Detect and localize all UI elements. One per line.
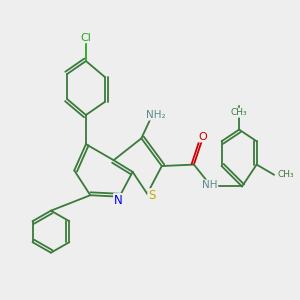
Text: S: S	[148, 189, 155, 202]
Text: CH₃: CH₃	[231, 108, 248, 117]
Text: NH: NH	[202, 180, 218, 190]
Text: Cl: Cl	[80, 33, 92, 43]
Text: CH₃: CH₃	[277, 170, 294, 179]
Text: N: N	[114, 194, 122, 207]
Text: NH₂: NH₂	[146, 110, 166, 120]
Text: O: O	[198, 132, 207, 142]
